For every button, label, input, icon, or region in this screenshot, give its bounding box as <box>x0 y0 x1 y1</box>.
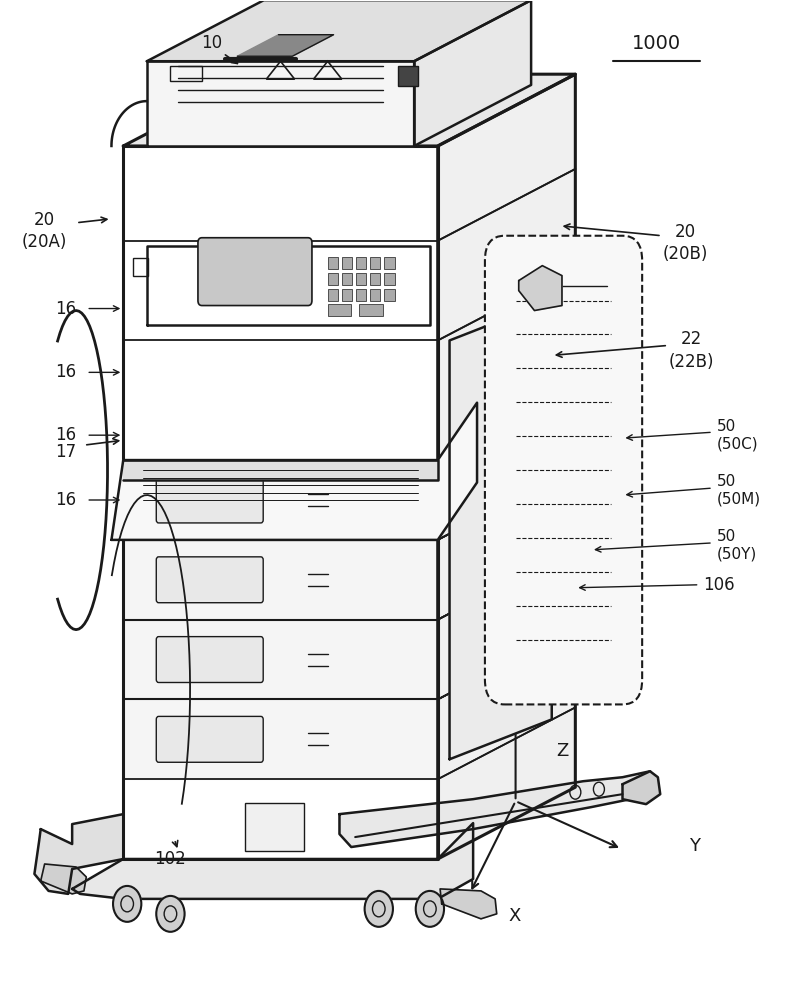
Bar <box>356 289 366 301</box>
Bar <box>384 289 394 301</box>
Bar <box>359 304 383 316</box>
Bar <box>342 257 352 269</box>
Text: 50
(50M): 50 (50M) <box>717 474 761 506</box>
Bar <box>327 304 351 316</box>
Text: X: X <box>509 907 521 925</box>
Polygon shape <box>41 864 86 894</box>
Text: 16: 16 <box>55 300 77 318</box>
Text: 1000: 1000 <box>632 34 681 53</box>
Text: 50
(50C): 50 (50C) <box>717 419 758 451</box>
Bar <box>170 66 202 81</box>
FancyBboxPatch shape <box>485 236 642 704</box>
Text: Z: Z <box>556 742 569 760</box>
Polygon shape <box>35 814 123 894</box>
Polygon shape <box>123 540 438 620</box>
Bar <box>327 257 338 269</box>
Polygon shape <box>450 301 552 759</box>
Polygon shape <box>123 620 438 699</box>
Text: 17: 17 <box>55 443 77 461</box>
Text: 102: 102 <box>155 850 186 868</box>
Bar <box>342 273 352 285</box>
FancyBboxPatch shape <box>156 477 264 523</box>
Bar <box>370 257 380 269</box>
Polygon shape <box>72 823 473 899</box>
FancyBboxPatch shape <box>156 557 264 603</box>
Polygon shape <box>438 74 575 859</box>
Polygon shape <box>123 460 438 540</box>
FancyBboxPatch shape <box>198 238 312 306</box>
Bar <box>133 258 148 276</box>
Text: 50
(50Y): 50 (50Y) <box>717 529 757 561</box>
Text: Y: Y <box>690 837 701 855</box>
Polygon shape <box>123 146 438 859</box>
Bar <box>342 289 352 301</box>
Polygon shape <box>123 699 438 779</box>
Circle shape <box>365 891 393 927</box>
Text: 16: 16 <box>55 491 77 509</box>
Bar <box>370 273 380 285</box>
Polygon shape <box>237 35 334 56</box>
Polygon shape <box>147 61 414 146</box>
Bar <box>327 289 338 301</box>
FancyBboxPatch shape <box>156 637 264 682</box>
Bar <box>384 257 394 269</box>
Polygon shape <box>123 74 575 146</box>
Bar <box>356 273 366 285</box>
Polygon shape <box>111 403 477 540</box>
Text: 106: 106 <box>704 576 735 594</box>
Bar <box>327 273 338 285</box>
Polygon shape <box>339 771 656 847</box>
Text: 20
(20B): 20 (20B) <box>663 223 708 263</box>
Text: 16: 16 <box>55 426 77 444</box>
Text: 22
(22B): 22 (22B) <box>669 330 715 371</box>
Bar <box>356 257 366 269</box>
Polygon shape <box>414 0 531 146</box>
Bar <box>370 289 380 301</box>
Bar <box>384 273 394 285</box>
Polygon shape <box>518 266 562 311</box>
Bar <box>398 66 418 86</box>
Text: 16: 16 <box>55 363 77 381</box>
Text: 20
(20A): 20 (20A) <box>22 211 67 251</box>
Text: 10: 10 <box>201 34 222 52</box>
Circle shape <box>416 891 444 927</box>
Bar <box>245 803 304 851</box>
Polygon shape <box>123 460 438 480</box>
Polygon shape <box>623 771 660 804</box>
Polygon shape <box>440 889 497 919</box>
Polygon shape <box>147 0 531 61</box>
Circle shape <box>156 896 185 932</box>
FancyBboxPatch shape <box>156 716 264 762</box>
Circle shape <box>113 886 141 922</box>
